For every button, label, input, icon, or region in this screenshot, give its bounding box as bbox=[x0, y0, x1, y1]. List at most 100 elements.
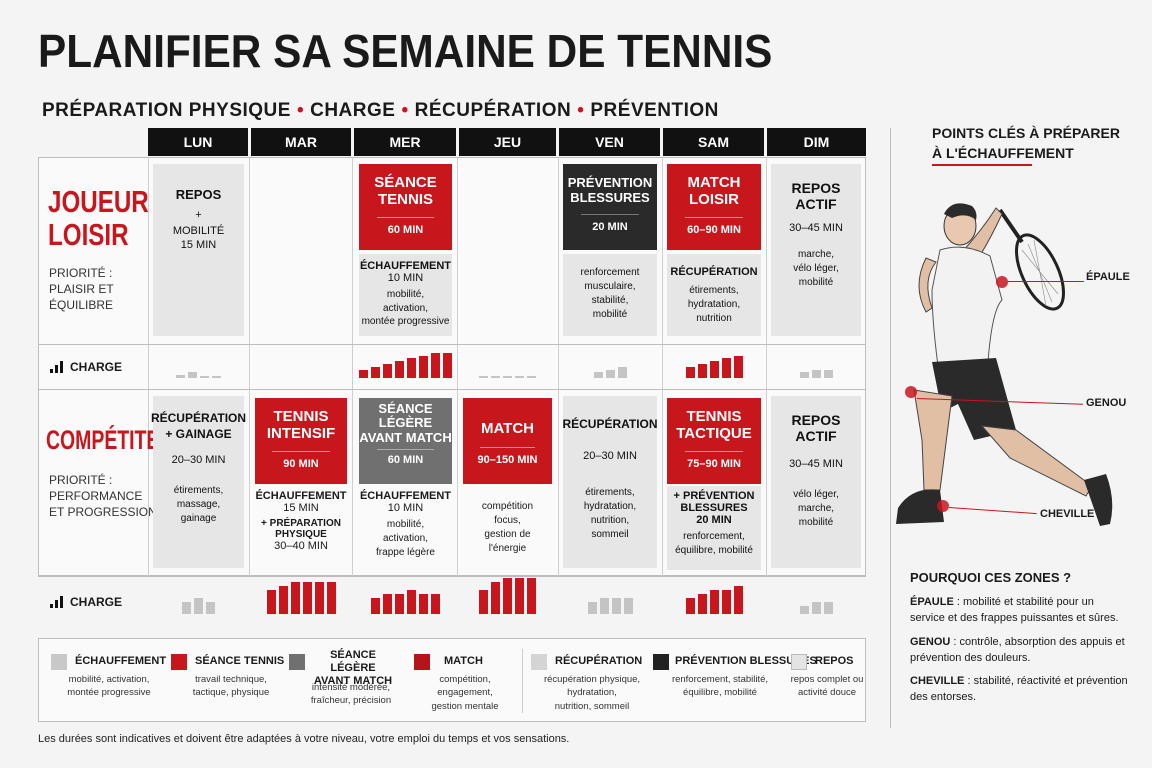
sub-title: ÉCHAUFFEMENT bbox=[359, 490, 452, 502]
legend-desc-line: renforcement, stabilité, bbox=[671, 674, 769, 685]
charge-bar bbox=[811, 369, 821, 378]
note-line: étirements, bbox=[689, 285, 739, 296]
legend-desc-line: nutrition, sommeil bbox=[554, 700, 630, 712]
charge-bar bbox=[407, 590, 416, 614]
session-duration: 15 MIN bbox=[180, 238, 217, 251]
separator bbox=[272, 450, 330, 452]
footnote: Les durées sont indicatives et doivent ê… bbox=[38, 733, 570, 745]
day-header-ven: VEN bbox=[559, 128, 660, 156]
legend-desc-line: repos complet ou bbox=[790, 674, 864, 685]
note-line: gestion de bbox=[484, 529, 531, 540]
charge-bar bbox=[593, 372, 603, 378]
sub-notes: étirements, hydratation, nutrition, somm… bbox=[584, 486, 636, 542]
session-duration: 60 MIN bbox=[387, 453, 424, 466]
charge-bar bbox=[503, 376, 512, 378]
charge-bar bbox=[709, 361, 719, 378]
subtitle-part: PRÉPARATION PHYSIQUE bbox=[42, 100, 291, 121]
session-sub-loisir-mer: ÉCHAUFFEMENT 10 MIN mobilité, activation… bbox=[359, 254, 452, 336]
charge-bars bbox=[587, 574, 633, 614]
charge-bar bbox=[371, 366, 380, 378]
charge-bar bbox=[383, 364, 392, 378]
charge-bars bbox=[593, 350, 627, 378]
note-line: mobilité bbox=[592, 309, 628, 320]
charge-bar bbox=[587, 602, 597, 614]
subtitle-part: RÉCUPÉRATION bbox=[414, 100, 572, 121]
charge-bar bbox=[395, 361, 404, 378]
session-block-loisir-mer: SÉANCE TENNIS 60 MIN bbox=[359, 164, 452, 250]
sub-title: + PRÉVENTION bbox=[673, 490, 755, 502]
sub-title: ÉCHAUFFEMENT bbox=[359, 260, 452, 272]
sub-title: RÉCUPÉRATION bbox=[670, 266, 758, 278]
subtitle-part: PRÉVENTION bbox=[590, 100, 719, 121]
legend-desc-line: fraîcheur, précision bbox=[310, 695, 392, 707]
note-line: étirements, bbox=[585, 486, 635, 498]
charge-bar bbox=[491, 376, 500, 378]
ankle-marker bbox=[937, 500, 949, 512]
session-duration: 60–90 MIN bbox=[687, 223, 741, 236]
session-duration: 90–150 MIN bbox=[477, 454, 538, 467]
day-header-dim: DIM bbox=[767, 128, 866, 156]
charge-text: CHARGE bbox=[70, 595, 123, 609]
note-line: frappe légère bbox=[376, 547, 435, 558]
sub-notes: étirements, massage, gainage bbox=[174, 484, 223, 526]
note-line: renforcement, bbox=[683, 531, 745, 542]
legend-title: ÉCHAUFFEMENT bbox=[75, 655, 167, 667]
legend-title: PRÉVENTION BLESSURES bbox=[675, 655, 817, 667]
page-title: PLANIFIER SA SEMAINE DE TENNIS bbox=[38, 25, 773, 77]
sub-duration: 30–40 MIN bbox=[274, 540, 328, 552]
bullet-dot: • bbox=[401, 100, 409, 121]
knee-marker bbox=[905, 386, 917, 398]
why-term: CHEVILLE bbox=[910, 675, 965, 687]
session-block-comp-dim: REPOS ACTIF 30–45 MIN vélo léger, marche… bbox=[771, 396, 861, 568]
charge-bar bbox=[527, 376, 536, 378]
charge-bar bbox=[188, 372, 197, 378]
session-block-loisir-dim: REPOS ACTIF 30–45 MIN marche, vélo léger… bbox=[771, 164, 861, 336]
charge-bar bbox=[709, 590, 719, 614]
session-duration: 30–45 MIN bbox=[789, 458, 843, 471]
weekly-schedule-grid: LUN MAR MER JEU VEN SAM DIM JOUEUR LOISI… bbox=[38, 128, 866, 614]
legend-desc: mobilité, activation, montée progressive bbox=[59, 673, 159, 700]
session-block-comp-mar: TENNIS INTENSIF 90 MIN bbox=[255, 398, 347, 484]
legend-desc-line: équilibre, mobilité bbox=[683, 687, 757, 699]
why-term: GENOU bbox=[910, 636, 951, 648]
separator bbox=[376, 448, 435, 450]
session-title: BLESSURES bbox=[570, 189, 650, 205]
charge-bars bbox=[182, 574, 215, 614]
charge-bar bbox=[176, 375, 185, 378]
note-line: nutrition bbox=[696, 313, 732, 324]
session-title: REPOS bbox=[175, 187, 222, 202]
session-block-comp-sam: TENNIS TACTIQUE 75–90 MIN bbox=[667, 398, 761, 484]
charge-bar bbox=[419, 594, 428, 614]
why-cheville: CHEVILLE : stabilité, réactivité et prév… bbox=[910, 674, 1130, 706]
sub-notes: mobilité, activation, frappe légère bbox=[376, 518, 435, 560]
legend-title: MATCH bbox=[444, 655, 483, 667]
session-block-loisir-ven: PRÉVENTION BLESSURES 20 MIN bbox=[563, 164, 657, 250]
charge-bar bbox=[599, 598, 609, 614]
note-line: renforcement bbox=[580, 267, 640, 278]
legend-title: SÉANCE LÉGÈRE AVANT MATCH bbox=[313, 649, 393, 688]
bar-chart-icon bbox=[50, 596, 64, 608]
session-title: ACTIF bbox=[795, 196, 837, 213]
subtitle: PRÉPARATION PHYSIQUE • CHARGE • RÉCUPÉRATION… bbox=[42, 100, 719, 122]
why-term: ÉPAULE bbox=[910, 596, 954, 608]
note-line: compétition bbox=[481, 501, 534, 512]
note-line: focus, bbox=[494, 515, 521, 526]
grid-divider bbox=[662, 157, 663, 576]
note-line: marche, bbox=[797, 503, 835, 515]
charge-bar bbox=[623, 598, 633, 614]
grid-divider bbox=[457, 157, 458, 576]
side-header: POINTS CLÉS À PRÉPARER À L'ÉCHAUFFEMENT bbox=[932, 124, 1120, 163]
session-sub-loisir-sam: RÉCUPÉRATION étirements, hydratation, nu… bbox=[667, 254, 761, 336]
legend-desc-line: travail technique, bbox=[195, 674, 267, 685]
zone-label-cheville: CHEVILLE bbox=[1040, 508, 1095, 520]
charge-bar bbox=[515, 578, 524, 614]
session-sub-comp-jeu: compétition focus, gestion de l'énergie bbox=[463, 486, 552, 570]
side-header-line: À L'ÉCHAUFFEMENT bbox=[932, 144, 1074, 161]
note-line: hydratation, bbox=[687, 299, 741, 310]
session-title: LOISIR bbox=[688, 191, 739, 209]
charge-bar bbox=[302, 582, 312, 614]
day-header-mar: MAR bbox=[251, 128, 351, 156]
grid-divider bbox=[38, 576, 866, 577]
charge-label-comp: CHARGE bbox=[50, 595, 122, 609]
session-sub-loisir-ven: renforcement musculaire, stabilité, mobi… bbox=[563, 254, 657, 336]
